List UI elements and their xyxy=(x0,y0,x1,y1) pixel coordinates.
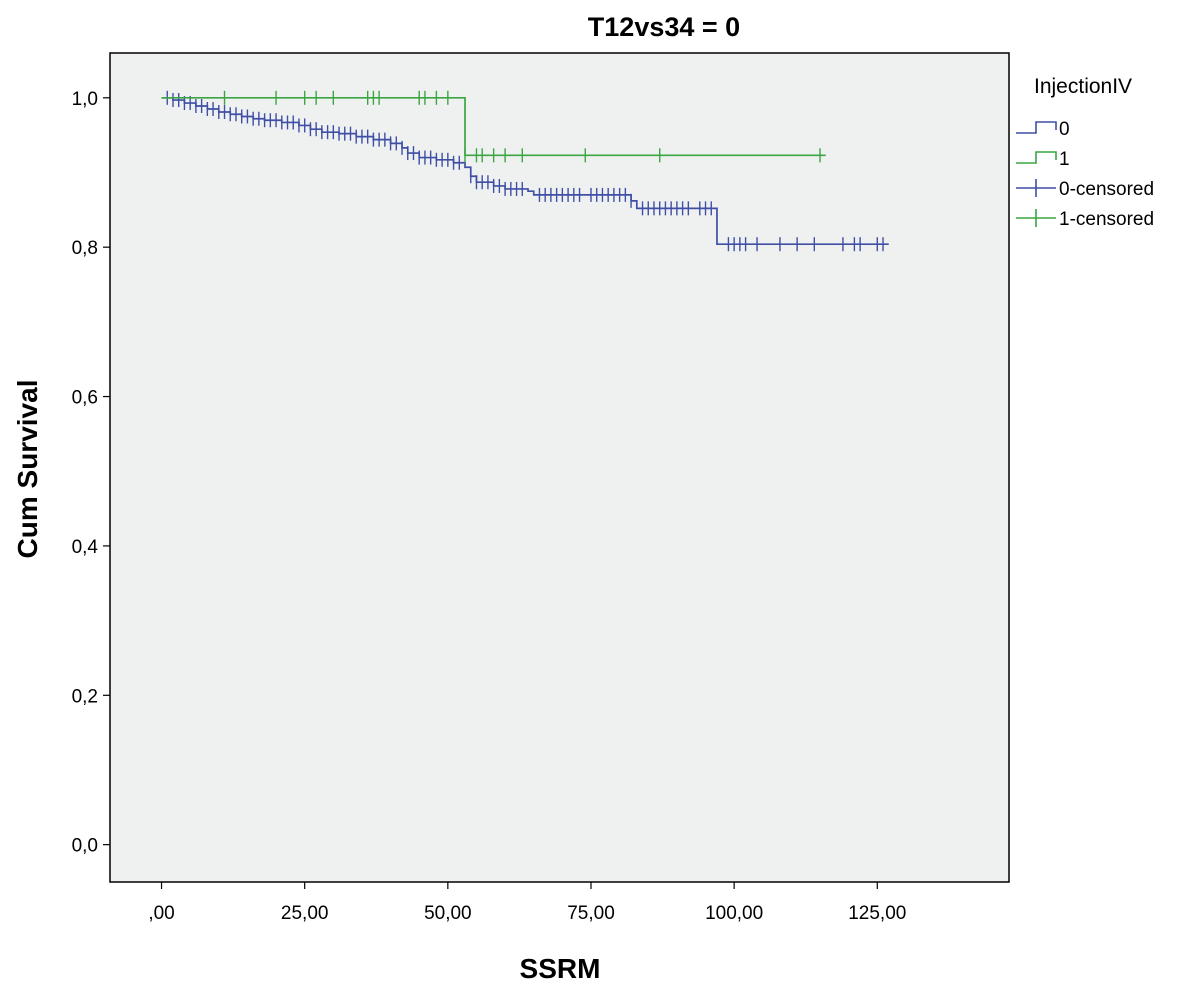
censor-marks-1 xyxy=(223,90,821,163)
x-tick-label: ,00 xyxy=(148,903,174,924)
legend-label: 1 xyxy=(1059,149,1070,170)
x-axis: ,00 25,00 50,00 75,00 100,00 125,00 xyxy=(148,882,906,924)
legend-entry-0-censored: 0-censored xyxy=(1016,179,1154,200)
y-tick-label: 0,8 xyxy=(72,238,98,259)
legend-entry-1: 1 xyxy=(1016,149,1070,170)
x-tick-label: 25,00 xyxy=(281,903,329,924)
y-tick-label: 0,2 xyxy=(72,686,98,707)
chart-title: T12vs34 = 0 xyxy=(588,12,740,42)
legend-label: 1-censored xyxy=(1059,209,1154,230)
x-tick-label: 100,00 xyxy=(705,903,763,924)
series-line-0 xyxy=(161,96,889,246)
censor-marks-0 xyxy=(166,90,884,252)
x-tick-label: 50,00 xyxy=(424,903,472,924)
legend-label: 0 xyxy=(1059,119,1070,140)
legend-title: InjectionIV xyxy=(1034,75,1132,98)
series-1 xyxy=(161,90,826,163)
legend-entry-1-censored: 1-censored xyxy=(1016,209,1154,230)
legend-entries: 0 1 0-censored 1-censored xyxy=(1016,119,1154,230)
x-axis-title: SSRM xyxy=(520,953,601,982)
legend-step-symbol xyxy=(1016,121,1057,134)
plot-area xyxy=(109,52,1010,883)
y-tick-label: 0,6 xyxy=(72,388,98,409)
legend-step-symbol xyxy=(1016,151,1057,164)
y-tick-label: 1,0 xyxy=(72,89,98,110)
legend-label: 0-censored xyxy=(1059,179,1154,200)
x-tick-label: 75,00 xyxy=(567,903,615,924)
legend: InjectionIV 0 1 0-censored 1-censored xyxy=(1016,75,1154,230)
series-line-1 xyxy=(161,96,826,157)
legend-entry-0: 0 xyxy=(1016,119,1070,140)
y-tick-label: 0,0 xyxy=(72,836,98,857)
series-0 xyxy=(161,90,889,252)
y-axis: 0,0 0,2 0,4 0,6 0,8 1,0 xyxy=(72,89,110,857)
x-tick-label: 125,00 xyxy=(848,903,906,924)
y-axis-title: Cum Survival xyxy=(12,380,43,559)
series-layer xyxy=(161,90,889,252)
y-tick-label: 0,4 xyxy=(72,537,99,558)
